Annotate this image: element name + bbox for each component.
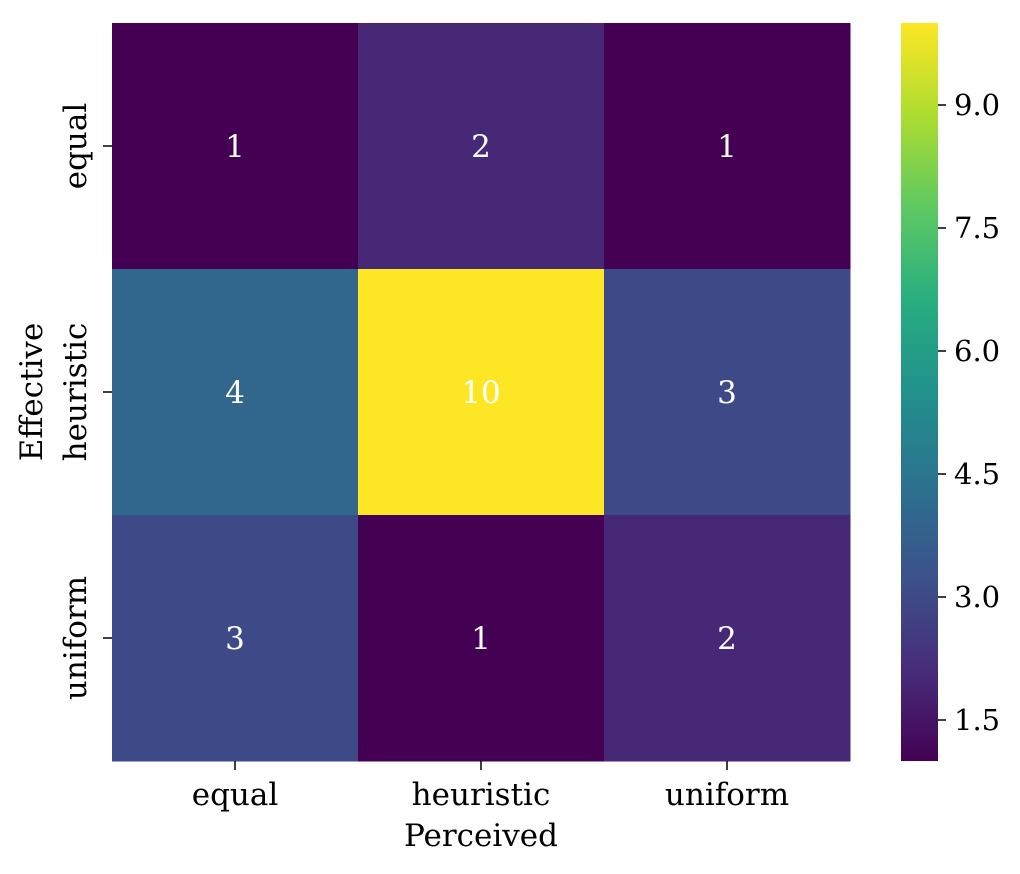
colorbar-gradient bbox=[901, 23, 938, 761]
cell-value-r1-c1: 10 bbox=[461, 375, 500, 411]
colorbar: 1.5 3.0 4.5 6.0 7.5 9.0 bbox=[901, 23, 1000, 761]
x-axis-title: Perceived bbox=[404, 818, 558, 854]
cell-value-r0-c1: 2 bbox=[471, 129, 491, 165]
colorbar-tick-label-3: 6.0 bbox=[954, 334, 1000, 368]
x-axis: equal heuristic uniform bbox=[192, 761, 789, 813]
cell-value-r2-c1: 1 bbox=[471, 621, 491, 657]
cell-value-r1-c2: 3 bbox=[717, 375, 737, 411]
y-axis: equal heuristic uniform bbox=[58, 103, 112, 700]
heatmap-cell-r1-c2 bbox=[604, 269, 851, 516]
y-axis-title: Effective bbox=[14, 323, 50, 462]
x-tick-label-0: equal bbox=[192, 777, 279, 813]
heatmap-cell-r1-c1 bbox=[358, 269, 605, 516]
y-tick-label-1: heuristic bbox=[58, 323, 94, 462]
heatmap-cell-r0-c0 bbox=[112, 23, 359, 270]
cell-value-r2-c0: 3 bbox=[225, 621, 245, 657]
cell-value-r0-c0: 1 bbox=[225, 129, 245, 165]
heatmap-cell-r0-c2 bbox=[604, 23, 851, 270]
colorbar-tick-label-2: 4.5 bbox=[954, 457, 1000, 491]
y-tick-label-0: equal bbox=[58, 103, 94, 190]
colorbar-tick-label-5: 9.0 bbox=[954, 88, 1000, 122]
colorbar-tick-label-4: 7.5 bbox=[954, 211, 1000, 245]
heatmap-cells bbox=[112, 23, 851, 762]
colorbar-tick-label-0: 1.5 bbox=[954, 703, 1000, 737]
heatmap-cell-r0-c1 bbox=[358, 23, 605, 270]
heatmap-cell-r1-c0 bbox=[112, 269, 359, 516]
colorbar-tick-label-1: 3.0 bbox=[954, 580, 1000, 614]
heatmap-cell-r2-c1 bbox=[358, 515, 605, 762]
heatmap-cell-r2-c2 bbox=[604, 515, 851, 762]
cell-value-r0-c2: 1 bbox=[717, 129, 737, 165]
cell-value-r1-c0: 4 bbox=[225, 375, 245, 411]
heatmap-cell-r2-c0 bbox=[112, 515, 359, 762]
x-tick-label-2: uniform bbox=[665, 777, 789, 813]
heatmap-cell-labels: 1 2 1 4 10 3 3 1 2 bbox=[225, 129, 737, 657]
cell-value-r2-c2: 2 bbox=[717, 621, 737, 657]
y-tick-label-2: uniform bbox=[58, 576, 94, 700]
x-tick-label-1: heuristic bbox=[412, 777, 551, 813]
